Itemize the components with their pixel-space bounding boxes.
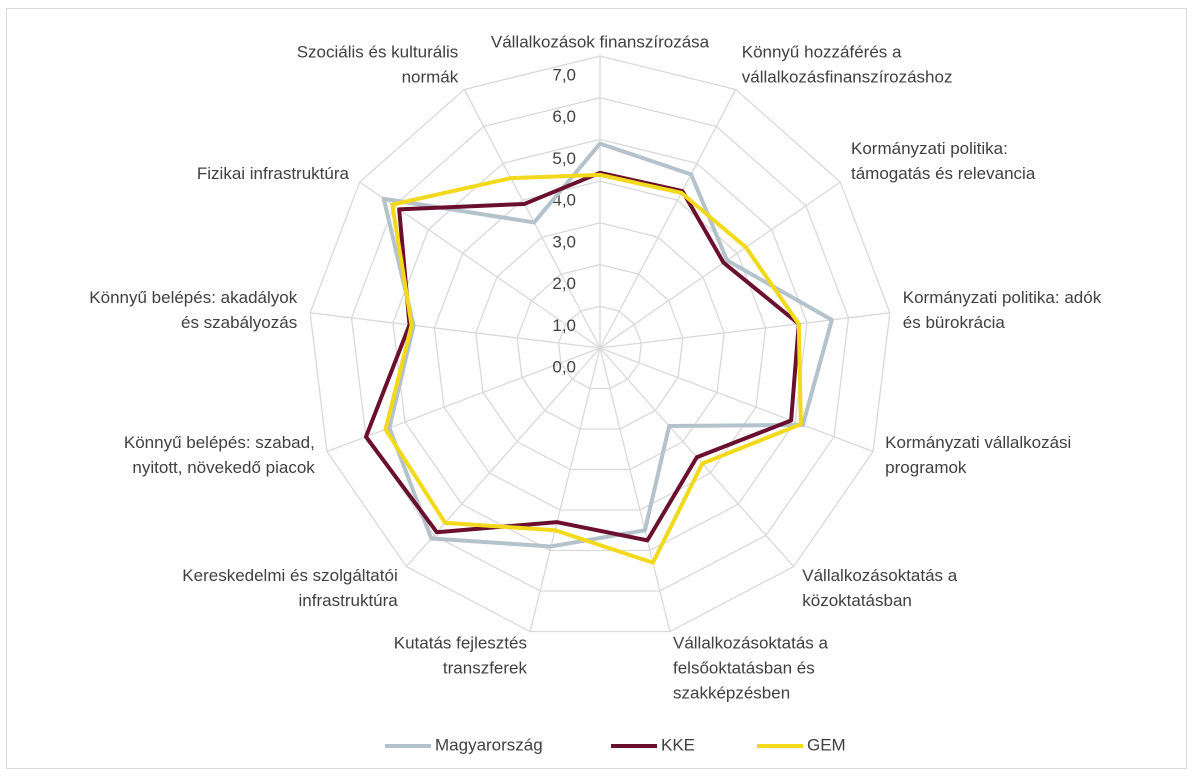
category-label: közoktatásban [802, 591, 912, 610]
grid-ring [475, 222, 725, 471]
spoke [599, 347, 874, 453]
series-line [381, 141, 834, 549]
series-line [363, 170, 801, 543]
spoke [463, 89, 601, 349]
tick-label: 0,0 [552, 357, 576, 376]
category-label: infrastruktúra [299, 591, 399, 610]
tick-label: 2,0 [552, 274, 576, 293]
spoke [599, 181, 841, 349]
category-label: és bürokrácia [903, 313, 1006, 332]
spoke [599, 89, 737, 349]
category-label: Kormányzati vállalkozási [885, 433, 1071, 452]
category-label: Fizikai infrastruktúra [197, 164, 350, 183]
category-label: Vállalkozásoktatás a [802, 566, 958, 585]
category-label: Vállalkozásoktatás a [673, 634, 829, 653]
tick-label: 5,0 [552, 149, 576, 168]
grid-ring [392, 138, 808, 552]
spoke [326, 347, 601, 453]
category-label: Kereskedelmi és szolgáltatói [182, 566, 397, 585]
category-label: Szociális és kulturális [297, 42, 459, 61]
spoke [599, 312, 890, 349]
category-label: Könnyű hozzáférés a [742, 42, 902, 61]
category-label: Kutatás fejlesztés [394, 634, 527, 653]
spoke [310, 312, 601, 349]
category-label: Kormányzati politika: adók [903, 288, 1102, 307]
tick-label: 3,0 [552, 232, 576, 251]
category-label: és szabályozás [181, 313, 297, 332]
grid-ring [433, 180, 767, 511]
tick-label: 7,0 [552, 65, 576, 84]
legend-label: Magyarország [435, 735, 543, 754]
grid-ring [309, 55, 891, 633]
category-label: Vállalkozások finanszírozása [491, 32, 710, 51]
spoke [599, 347, 671, 632]
category-label: vállalkozásfinanszírozáshoz [742, 67, 953, 86]
category-label: támogatás és relevancia [851, 164, 1036, 183]
grid-ring [350, 97, 850, 592]
grid-ring [516, 263, 684, 430]
category-label: programok [885, 458, 967, 477]
category-label: Kormányzati politika: [851, 139, 1008, 158]
category-label: Könnyű belépés: akadályok [89, 288, 297, 307]
legend-label: GEM [807, 735, 846, 754]
category-label: szakképzésben [673, 684, 790, 703]
category-label: transzferek [443, 659, 528, 678]
legend-label: KKE [661, 735, 695, 754]
series-line [383, 172, 803, 565]
category-label: Könnyű belépés: szabad, [124, 433, 315, 452]
grid-ring [557, 305, 643, 390]
tick-label: 6,0 [552, 107, 576, 126]
category-label: nyitott, növekedő piacok [132, 458, 315, 477]
spoke [529, 347, 601, 632]
category-label: normák [402, 67, 459, 86]
category-label: felsőoktatásban és [673, 659, 815, 678]
tick-label: 1,0 [552, 316, 576, 335]
